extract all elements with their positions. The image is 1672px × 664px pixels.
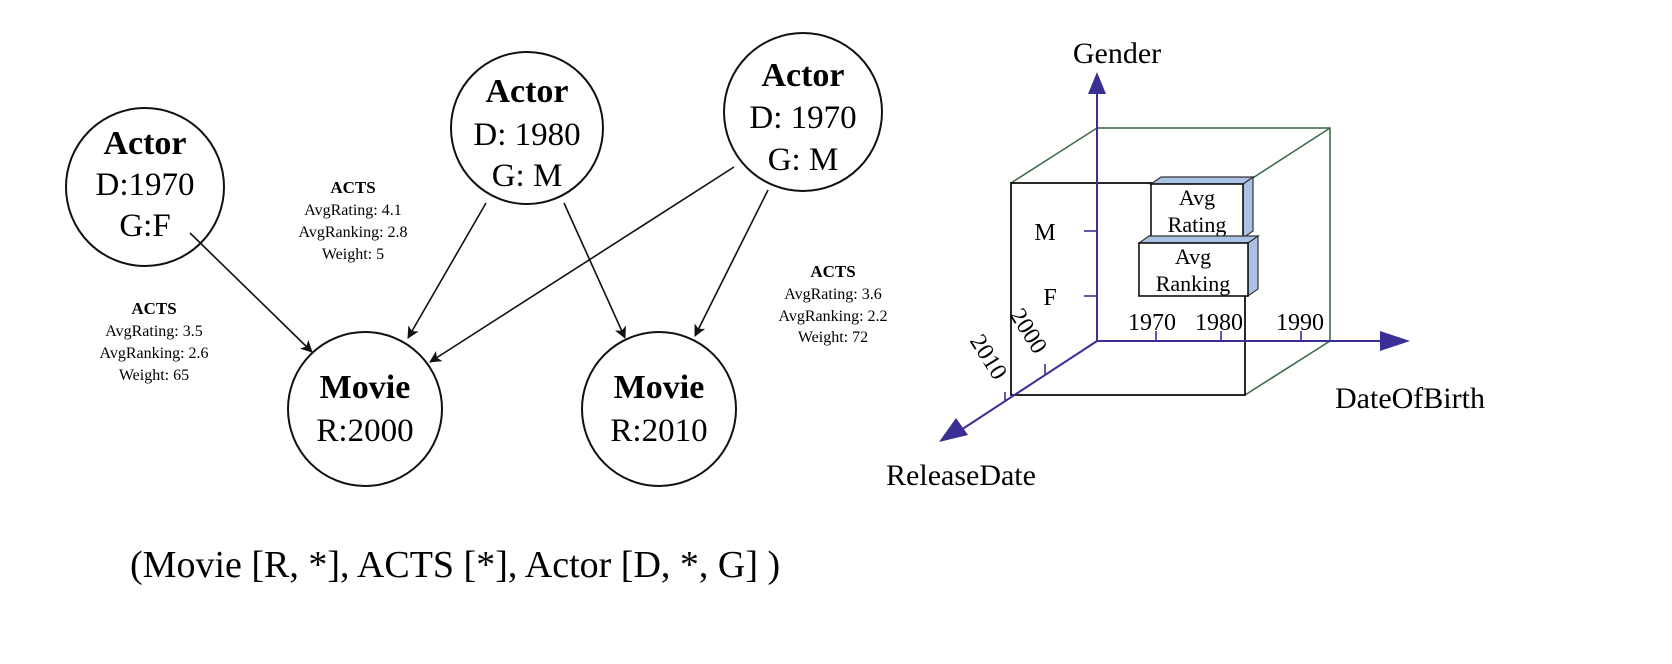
release-axis-line [960, 340, 1098, 431]
gender-tick-m: M [1034, 220, 1055, 246]
dob-axis-label: DateOfBirth [1335, 382, 1485, 415]
edge-label-weight: Weight: 5 [322, 246, 384, 263]
edge-label-title: ACTS [131, 299, 176, 318]
node-title: Actor [485, 73, 568, 110]
edge-label-weight: Weight: 65 [119, 367, 189, 384]
edge-label-avg-rating: AvgRating: 3.6 [784, 286, 881, 303]
node-attr-gender: G: M [492, 158, 563, 194]
node-movie-1: Movie R:2000 [287, 331, 443, 487]
node-attr-release: R:2010 [610, 413, 707, 449]
node-attr-release: R:2000 [316, 413, 413, 449]
edge-label-avg-ranking: AvgRanking: 2.2 [778, 308, 887, 325]
node-title: Movie [614, 369, 705, 406]
avg-rating-label-line2: Rating [1168, 212, 1227, 237]
edge-actor1-movie1 [189, 232, 313, 353]
node-actor-2: Actor D: 1980 G: M [450, 51, 604, 205]
edge-label-avg-ranking: AvgRanking: 2.6 [99, 345, 208, 362]
avg-ranking-label-line1: Avg [1175, 244, 1211, 269]
pattern-caption: (Movie [R, *], ACTS [*], Actor [D, *, G]… [130, 544, 780, 586]
avg-ranking-box: Avg Ranking [1137, 234, 1260, 298]
node-attr-gender: G: M [768, 142, 839, 178]
edge-actor2-movie2 [563, 202, 626, 339]
gender-tick-f: F [1043, 285, 1056, 311]
dob-tick-1970: 1970 [1128, 310, 1176, 336]
gender-arrowhead [1088, 72, 1106, 94]
edge-actor2-movie1 [407, 202, 487, 339]
axis-ticks [1004, 230, 1302, 402]
edge-label-2: ACTS AvgRating: 4.1 AvgRanking: 2.8 Weig… [298, 178, 407, 263]
node-attr-dob: D: 1970 [749, 100, 856, 136]
node-attr-dob: D:1970 [96, 167, 195, 203]
dob-arrowhead [1380, 331, 1410, 351]
axis-arrowheads [939, 72, 1410, 442]
avg-rating-box: Avg Rating [1149, 175, 1255, 240]
release-axis-label: ReleaseDate [886, 459, 1036, 492]
avg-rating-label-line1: Avg [1179, 185, 1215, 210]
edge-label-title: ACTS [810, 262, 855, 281]
node-title: Actor [103, 125, 186, 162]
cube-axes [960, 92, 1385, 431]
release-arrowhead [939, 418, 968, 442]
edge-label-1: ACTS AvgRating: 3.5 AvgRanking: 2.6 Weig… [99, 299, 208, 384]
dob-tick-1980: 1980 [1195, 310, 1243, 336]
graph-edges [189, 166, 769, 363]
cube-depth-edges [1010, 127, 1331, 396]
node-title: Actor [761, 57, 844, 94]
dob-tick-1990: 1990 [1276, 310, 1324, 336]
node-attr-gender: G:F [119, 208, 170, 244]
release-tick-2010: 2010 [964, 330, 1011, 384]
node-attr-dob: D: 1980 [473, 117, 580, 153]
edge-label-avg-ranking: AvgRanking: 2.8 [298, 224, 407, 241]
node-title: Movie [320, 369, 411, 406]
edge-label-avg-rating: AvgRating: 3.5 [105, 323, 202, 340]
edge-actor3-movie2 [694, 189, 769, 337]
edge-label-weight: Weight: 72 [798, 329, 868, 346]
edge-label-3: ACTS AvgRating: 3.6 AvgRanking: 2.2 Weig… [778, 262, 887, 346]
node-actor-3: Actor D: 1970 G: M [723, 32, 883, 192]
avg-ranking-label-line2: Ranking [1156, 271, 1231, 296]
edge-actor3-movie1 [429, 166, 735, 363]
gender-axis-label: Gender [1073, 37, 1161, 70]
node-actor-1: Actor D:1970 G:F [65, 107, 225, 267]
node-movie-2: Movie R:2010 [581, 331, 737, 487]
edge-label-title: ACTS [330, 178, 375, 197]
edge-label-avg-rating: AvgRating: 4.1 [304, 202, 401, 219]
